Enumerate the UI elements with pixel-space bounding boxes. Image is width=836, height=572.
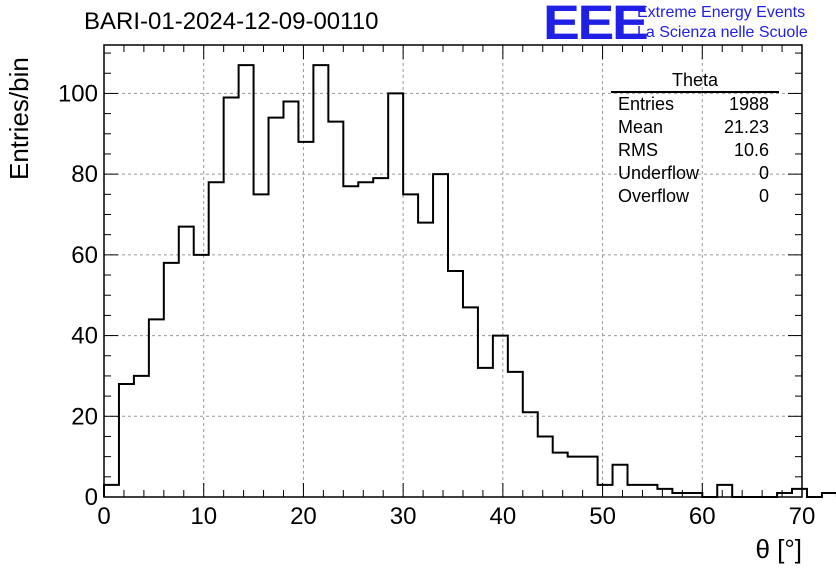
plot-frame <box>103 44 803 498</box>
stats-label: Mean <box>618 117 664 137</box>
stats-label: Underflow <box>618 163 700 183</box>
y-tick-label: 0 <box>85 484 98 511</box>
x-tick-label: 50 <box>589 503 616 530</box>
x-tick-label: 60 <box>689 503 716 530</box>
stats-row-underflow: Underflow 0 <box>611 162 779 185</box>
stats-row-rms: RMS 10.6 <box>611 139 779 162</box>
y-axis-label: Entries/bin <box>4 57 34 180</box>
logo-line-1: Extreme Energy Events <box>637 4 806 21</box>
stats-value: 10.6 <box>733 140 769 160</box>
grid-lines <box>104 45 802 497</box>
x-tick-label: 30 <box>390 503 417 530</box>
stats-row-entries: Entries 1988 <box>611 93 779 116</box>
stats-label: RMS <box>618 140 658 160</box>
axis-ticks <box>103 45 803 498</box>
tick-labels: 0 10 20 30 40 50 60 70 0 20 40 60 80 100 <box>58 80 815 530</box>
stats-label: Entries <box>618 94 675 114</box>
stats-value: 0 <box>758 163 769 183</box>
y-tick-label: 20 <box>71 403 98 430</box>
x-axis-label: θ [°] <box>755 534 802 564</box>
stats-box: Theta Entries 1988 Mean 21.23 RMS 10.6 Unde… <box>611 70 779 208</box>
y-tick-label: 100 <box>58 80 98 107</box>
stats-label: Overflow <box>618 186 690 206</box>
x-tick-label: 70 <box>789 503 816 530</box>
stats-row-mean: Mean 21.23 <box>611 116 779 139</box>
x-tick-label: 40 <box>490 503 517 530</box>
x-tick-label: 10 <box>190 503 217 530</box>
y-tick-label: 80 <box>71 161 98 188</box>
x-tick-label: 20 <box>290 503 317 530</box>
eee-logo: EEE <box>543 0 649 50</box>
stats-value: 21.23 <box>723 117 769 137</box>
y-tick-label: 60 <box>71 242 98 269</box>
stats-value: 0 <box>758 186 769 206</box>
y-tick-label: 40 <box>71 323 98 350</box>
stats-row-overflow: Overflow 0 <box>611 185 779 208</box>
stats-title: Theta <box>611 70 779 93</box>
logo-line-2: La Scienza nelle Scuole <box>637 24 808 41</box>
x-tick-label: 0 <box>97 503 110 530</box>
chart-title: BARI-01-2024-12-09-00110 <box>84 8 379 35</box>
stats-value: 1988 <box>728 94 769 114</box>
